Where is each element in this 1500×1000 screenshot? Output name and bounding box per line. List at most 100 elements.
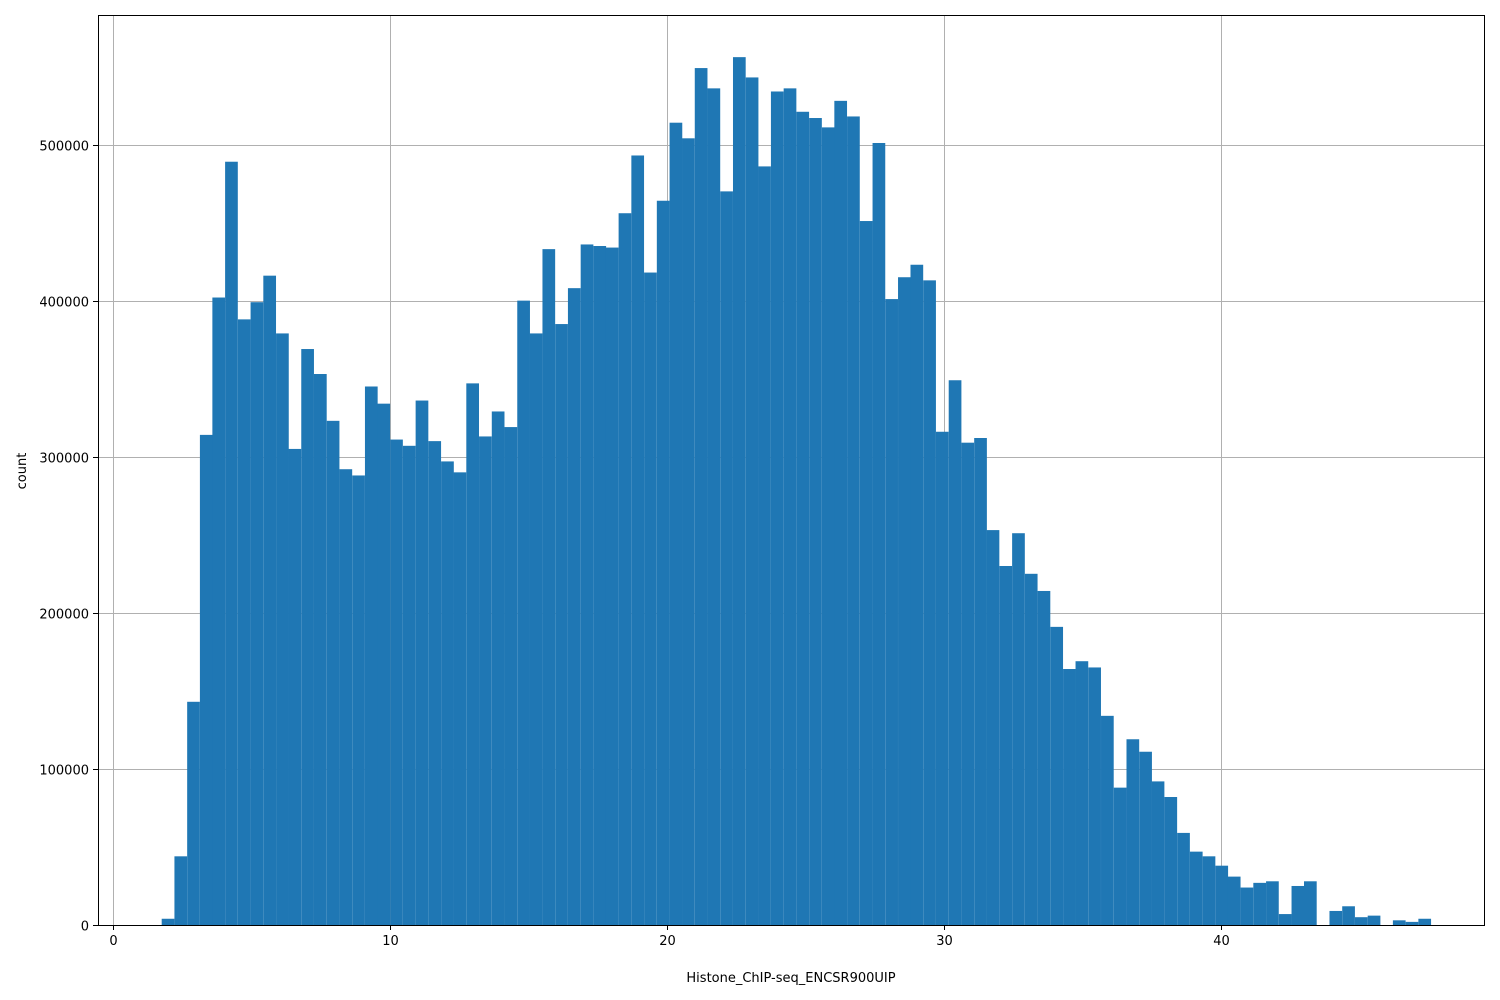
- histogram-bar: [263, 275, 277, 925]
- histogram-bar: [504, 427, 518, 925]
- histogram-bar: [935, 431, 949, 925]
- histogram-bar: [314, 374, 327, 926]
- histogram-bar: [923, 280, 936, 925]
- histogram-bar: [250, 302, 264, 925]
- histogram-bar: [694, 68, 708, 926]
- histogram-bar: [174, 856, 188, 925]
- histogram-bar: [212, 297, 226, 925]
- histogram-bar: [745, 77, 759, 926]
- histogram-bar: [809, 118, 822, 926]
- y-tick-label: 0: [81, 920, 89, 935]
- histogram-bar: [732, 57, 746, 925]
- histogram-bar: [1392, 920, 1406, 925]
- histogram-bar: [1113, 787, 1127, 925]
- histogram-bar: [1126, 739, 1140, 925]
- y-tick-label: 400000: [39, 296, 89, 311]
- histogram-bar: [580, 244, 594, 925]
- histogram-bar: [859, 221, 873, 926]
- histogram-bar: [402, 445, 416, 925]
- histogram-bar: [605, 247, 619, 926]
- histogram-bar: [1405, 921, 1419, 925]
- histogram-bar: [720, 191, 733, 925]
- histogram-bars: [161, 57, 1432, 926]
- histogram-bar: [1227, 876, 1241, 925]
- histogram-bar: [770, 91, 784, 925]
- histogram-bar: [758, 166, 771, 926]
- histogram-bar: [961, 442, 975, 925]
- histogram-bar: [783, 88, 797, 925]
- histogram-bar: [1354, 917, 1368, 925]
- histogram-bar: [910, 264, 924, 926]
- histogram-bar: [1215, 865, 1229, 925]
- x-tick-label: 30: [936, 934, 953, 949]
- x-tick-label: 40: [1213, 934, 1230, 949]
- histogram-bar: [187, 701, 200, 925]
- histogram-bar: [948, 380, 962, 925]
- histogram-bar: [1101, 715, 1114, 925]
- histogram-bar: [542, 249, 556, 925]
- histogram-bar: [453, 472, 467, 925]
- histogram-bar: [555, 324, 568, 925]
- histogram-bar: [428, 441, 442, 925]
- histogram-bar: [441, 461, 454, 925]
- histogram-bar: [1202, 856, 1216, 925]
- histogram-bar: [1012, 533, 1025, 925]
- histogram-bar: [986, 530, 1000, 925]
- y-tick-label: 500000: [39, 140, 89, 155]
- histogram-bar: [491, 411, 505, 925]
- histogram-bar: [225, 161, 238, 925]
- histogram-bar: [567, 288, 581, 925]
- histogram-bar: [1291, 885, 1305, 925]
- histogram-bar: [199, 434, 213, 925]
- histogram-bar: [999, 565, 1013, 925]
- histogram-bar: [517, 300, 530, 926]
- histogram-bar: [1151, 781, 1165, 925]
- histogram-bar: [1240, 887, 1254, 925]
- plot-frame: [98, 15, 1485, 926]
- histogram-bar: [847, 116, 860, 925]
- histogram-bar: [326, 420, 340, 925]
- histogram-bar: [364, 386, 378, 925]
- histogram-bar: [821, 127, 835, 925]
- histogram-bar: [1278, 914, 1292, 925]
- histogram-bar: [276, 333, 289, 925]
- y-tick-label: 300000: [39, 452, 89, 467]
- x-axis-label: Histone_ChIP-seq_ENCSR900UIP: [686, 971, 895, 986]
- histogram-bar: [796, 111, 810, 926]
- histogram-bar: [466, 383, 480, 925]
- y-tick-label: 100000: [39, 764, 89, 779]
- histogram-bar: [1075, 661, 1089, 925]
- histogram-bar: [618, 213, 632, 925]
- histogram-bar: [529, 333, 543, 925]
- y-tick-label: 200000: [39, 608, 89, 623]
- x-tick-label: 20: [659, 934, 676, 949]
- histogram-bar: [377, 403, 391, 925]
- histogram-bar: [644, 272, 657, 925]
- histogram-bar: [898, 277, 911, 925]
- histogram-bar: [352, 475, 365, 925]
- histogram-bar: [707, 88, 721, 925]
- histogram-bar: [1139, 751, 1152, 925]
- histogram-bar: [1253, 882, 1267, 925]
- histogram-bar: [631, 155, 645, 925]
- histogram-bar: [593, 246, 607, 925]
- histogram-bar: [1266, 881, 1279, 925]
- histogram-bar: [339, 469, 353, 925]
- histogram-bar: [1177, 832, 1190, 925]
- x-tick-label: 10: [382, 934, 399, 949]
- histogram-bar: [656, 200, 670, 925]
- histogram-bar: [390, 439, 403, 925]
- histogram-bar: [1063, 669, 1076, 925]
- histogram-bar: [1037, 590, 1051, 925]
- histogram-bar: [1189, 851, 1203, 925]
- histogram-bar: [301, 349, 314, 925]
- histogram-bar: [885, 299, 898, 925]
- histogram-bar: [1164, 797, 1178, 925]
- histogram-bar: [872, 142, 886, 925]
- histogram-bar: [479, 436, 492, 925]
- axis-ticks: 0 10 20 30 40 0 100000 200000 300000 400000 500000: [39, 140, 1229, 950]
- y-axis-label: count: [15, 453, 30, 490]
- histogram-bar: [1418, 918, 1432, 925]
